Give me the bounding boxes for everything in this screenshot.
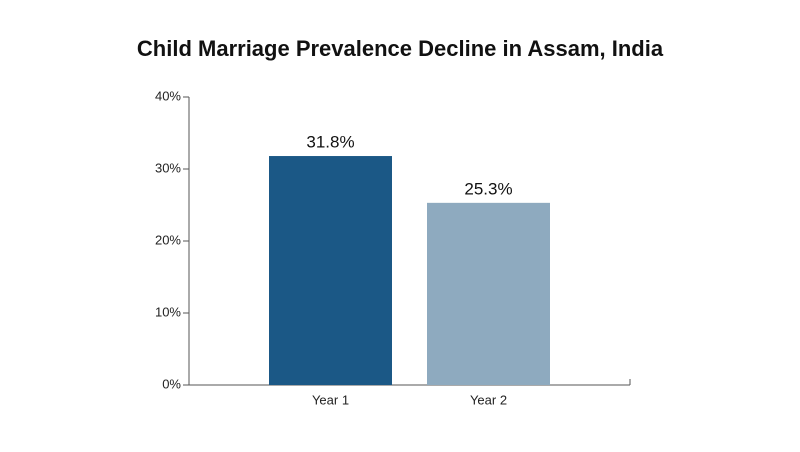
x-tick-label: Year 2 — [470, 392, 507, 407]
y-tick-label: 10% — [155, 304, 181, 319]
chart-title: Child Marriage Prevalence Decline in Ass… — [137, 36, 664, 61]
value-label: 31.8% — [306, 133, 354, 152]
y-tick-label: 0% — [162, 376, 181, 391]
y-tick-label: 40% — [155, 88, 181, 103]
bar — [427, 202, 550, 385]
y-tick-label: 20% — [155, 232, 181, 247]
value-label: 25.3% — [464, 179, 512, 198]
bar — [269, 156, 392, 385]
y-tick-label: 30% — [155, 160, 181, 175]
x-tick-label: Year 1 — [312, 392, 349, 407]
